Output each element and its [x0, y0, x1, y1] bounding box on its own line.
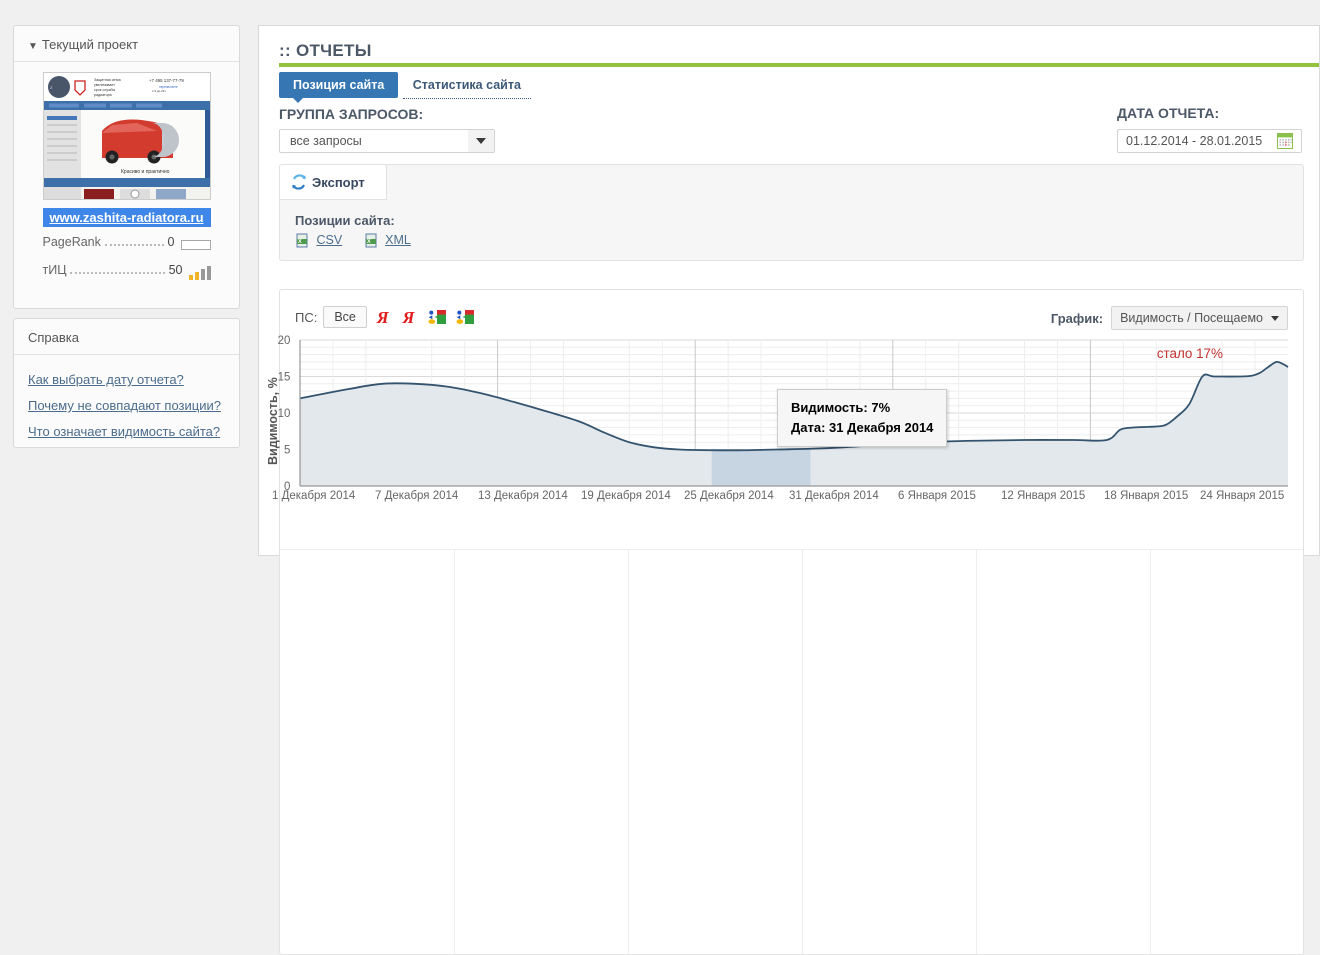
svg-text:5: 5 — [284, 443, 291, 456]
svg-text:стало 17%: стало 17% — [1157, 346, 1223, 361]
svg-text:с 9 до 21ч: с 9 до 21ч — [152, 89, 166, 93]
svg-text:радиатора: радиатора — [94, 93, 112, 97]
svg-text:20: 20 — [278, 334, 291, 347]
svg-text:Красиво и практично: Красиво и практично — [121, 169, 170, 175]
svg-text:Защитная сетка: Защитная сетка — [94, 78, 121, 82]
svg-text:увеличивает: увеличивает — [94, 83, 115, 87]
svg-text:срок службы: срок службы — [94, 88, 116, 92]
svg-text:+7 495 137-77-79: +7 495 137-77-79 — [149, 78, 184, 83]
svg-text:X: X — [367, 239, 371, 245]
svg-text:X: X — [298, 239, 302, 245]
